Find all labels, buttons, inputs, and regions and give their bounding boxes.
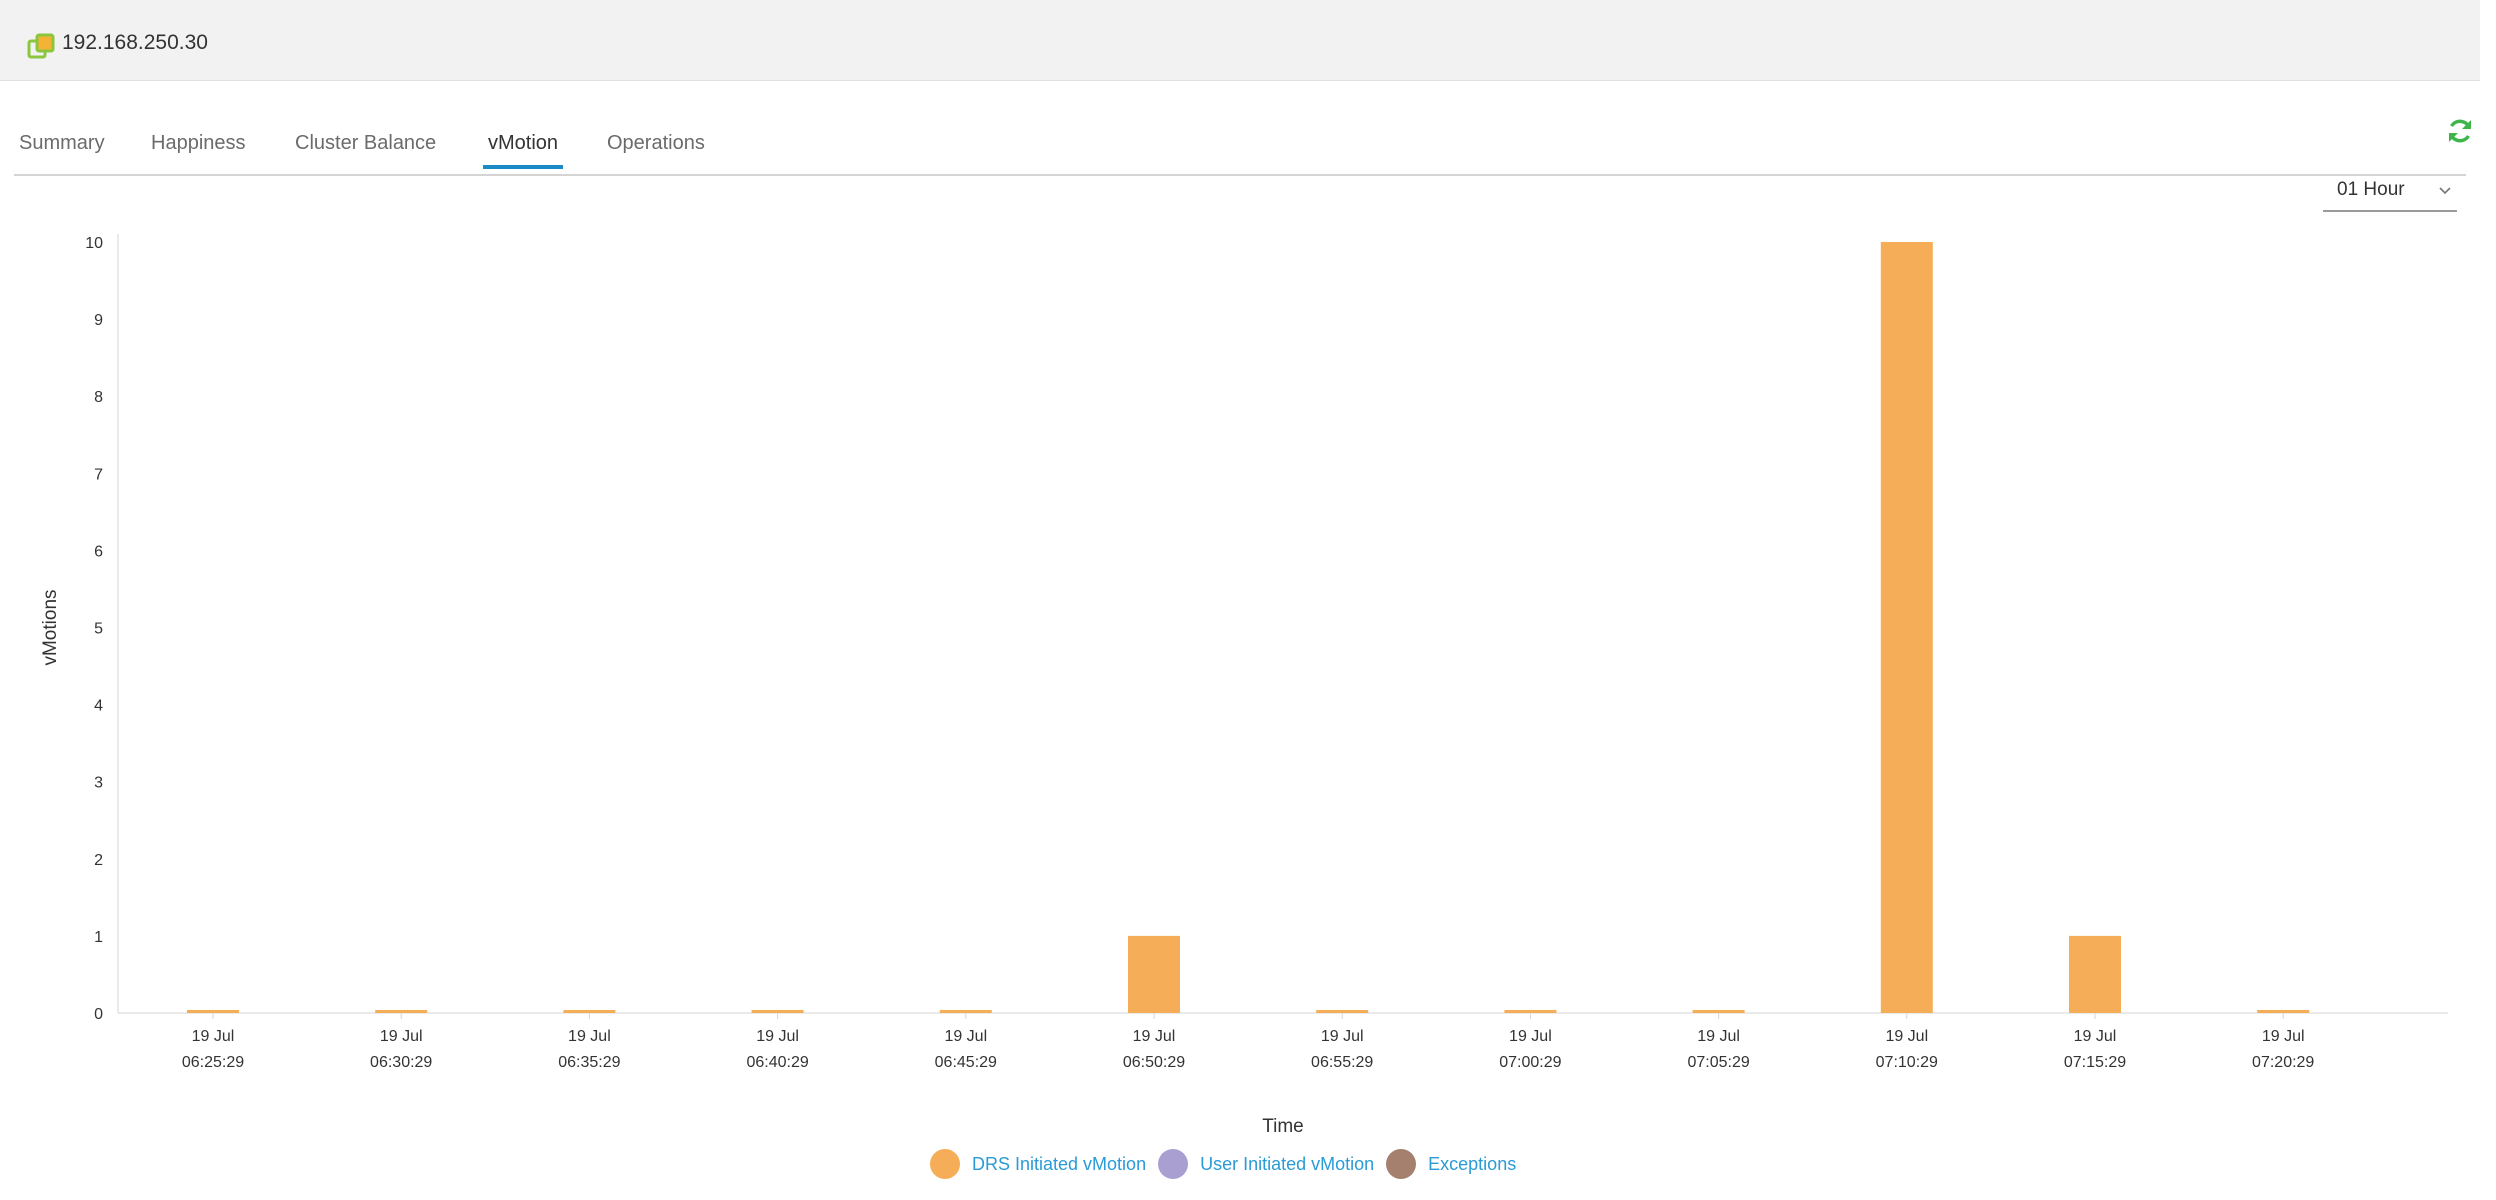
x-tick-label: 19 Jul	[944, 1028, 987, 1045]
x-tick-label: 07:10:29	[1876, 1054, 1938, 1071]
y-tick-label: 8	[94, 389, 103, 406]
x-tick-label: 07:00:29	[1499, 1054, 1561, 1071]
x-tick-label: 19 Jul	[756, 1028, 799, 1045]
host-title: 192.168.250.30	[62, 31, 208, 54]
bar-drs[interactable]	[1880, 242, 1933, 1013]
bar-drs[interactable]	[563, 1010, 616, 1013]
y-tick-label: 1	[94, 929, 103, 946]
x-tick-label: 19 Jul	[1133, 1028, 1176, 1045]
tab-cluster-balance[interactable]: Cluster Balance	[295, 132, 437, 154]
y-axis: 0 1 2 3 4 5 6 7 8 9 10	[85, 235, 103, 1023]
x-tick-label: 19 Jul	[1885, 1028, 1928, 1045]
legend-swatch-drs	[930, 1149, 960, 1179]
x-tick-label: 19 Jul	[1697, 1028, 1740, 1045]
x-tick-label: 19 Jul	[1321, 1028, 1364, 1045]
legend-item-exceptions[interactable]: Exceptions	[1386, 1149, 1516, 1179]
x-tick-label: 06:45:29	[935, 1054, 997, 1071]
time-range-value: 01 Hour	[2337, 179, 2405, 200]
y-tick-label: 10	[85, 235, 103, 252]
time-range-select[interactable]: 01 Hour	[2323, 176, 2457, 212]
y-tick-label: 2	[94, 852, 103, 869]
tab-operations[interactable]: Operations	[607, 132, 705, 154]
x-axis-title: Time	[1262, 1116, 1304, 1137]
x-tick-label: 06:35:29	[558, 1054, 620, 1071]
bar-drs[interactable]	[2069, 935, 2121, 1013]
y-axis-title: vMotions	[40, 589, 61, 665]
y-tick-label: 4	[94, 698, 103, 715]
tab-summary[interactable]: Summary	[19, 132, 105, 154]
host-cluster-icon	[27, 33, 55, 59]
bar-drs[interactable]	[1504, 1010, 1557, 1013]
x-tick-label: 06:30:29	[370, 1054, 432, 1071]
bar-drs[interactable]	[751, 1010, 804, 1013]
legend-label-drs: DRS Initiated vMotion	[972, 1153, 1147, 1174]
tab-bar: Summary Happiness Cluster Balance vMotio…	[14, 118, 2466, 176]
x-tick-label: 19 Jul	[568, 1028, 611, 1045]
y-tick-label: 0	[94, 1006, 103, 1023]
refresh-icon[interactable]	[2445, 116, 2475, 146]
y-tick-label: 6	[94, 543, 103, 560]
bar-drs[interactable]	[1316, 1010, 1369, 1013]
legend-swatch-exceptions	[1386, 1149, 1417, 1179]
bar-drs[interactable]	[939, 1010, 992, 1013]
x-tick-label: 19 Jul	[2262, 1028, 2305, 1045]
x-tick-label: 19 Jul	[2074, 1028, 2117, 1045]
x-tick-label: 07:05:29	[1687, 1054, 1749, 1071]
bar-drs[interactable]	[187, 1010, 239, 1013]
x-tick-label: 07:20:29	[2252, 1054, 2314, 1071]
bars	[187, 242, 2310, 1013]
y-tick-label: 9	[94, 312, 103, 329]
bar-drs[interactable]	[375, 1010, 428, 1013]
header-bar: 192.168.250.30	[0, 0, 2480, 81]
y-tick-label: 3	[94, 775, 103, 792]
chart-legend: DRS Initiated vMotion User Initiated vMo…	[930, 1146, 1528, 1182]
x-tick-label: 19 Jul	[192, 1028, 235, 1045]
chevron-down-icon	[2439, 187, 2451, 195]
legend-item-user[interactable]: User Initiated vMotion	[1158, 1149, 1374, 1179]
bar-drs[interactable]	[2257, 1010, 2310, 1013]
legend-label-exceptions: Exceptions	[1428, 1153, 1517, 1174]
x-tick-label: 07:15:29	[2064, 1054, 2126, 1071]
legend-item-drs[interactable]: DRS Initiated vMotion	[930, 1149, 1146, 1179]
bar-drs[interactable]	[1692, 1010, 1745, 1013]
x-tick-label: 19 Jul	[380, 1028, 423, 1045]
x-tick-label: 06:25:29	[182, 1054, 244, 1071]
x-tick-label: 06:55:29	[1311, 1054, 1373, 1071]
x-tick-label: 19 Jul	[1509, 1028, 1552, 1045]
vmotion-bar-chart: 0 1 2 3 4 5 6 7 8 9 10 19 Jul 06:25:29 19 Jul 06:30:2…	[40, 234, 2448, 1137]
legend-label-user: User Initiated vMotion	[1200, 1153, 1375, 1174]
x-tick-label: 06:50:29	[1123, 1054, 1185, 1071]
legend-swatch-user	[1158, 1149, 1189, 1179]
y-tick-label: 5	[94, 621, 103, 638]
tab-happiness[interactable]: Happiness	[151, 132, 246, 154]
x-axis: 19 Jul 06:25:29 19 Jul 06:30:29 19 Jul 06:35:…	[182, 1013, 2314, 1071]
y-tick-label: 7	[94, 466, 103, 483]
x-tick-label: 06:40:29	[746, 1054, 808, 1071]
tab-vmotion[interactable]: vMotion	[483, 132, 564, 169]
bar-drs[interactable]	[1128, 935, 1180, 1013]
